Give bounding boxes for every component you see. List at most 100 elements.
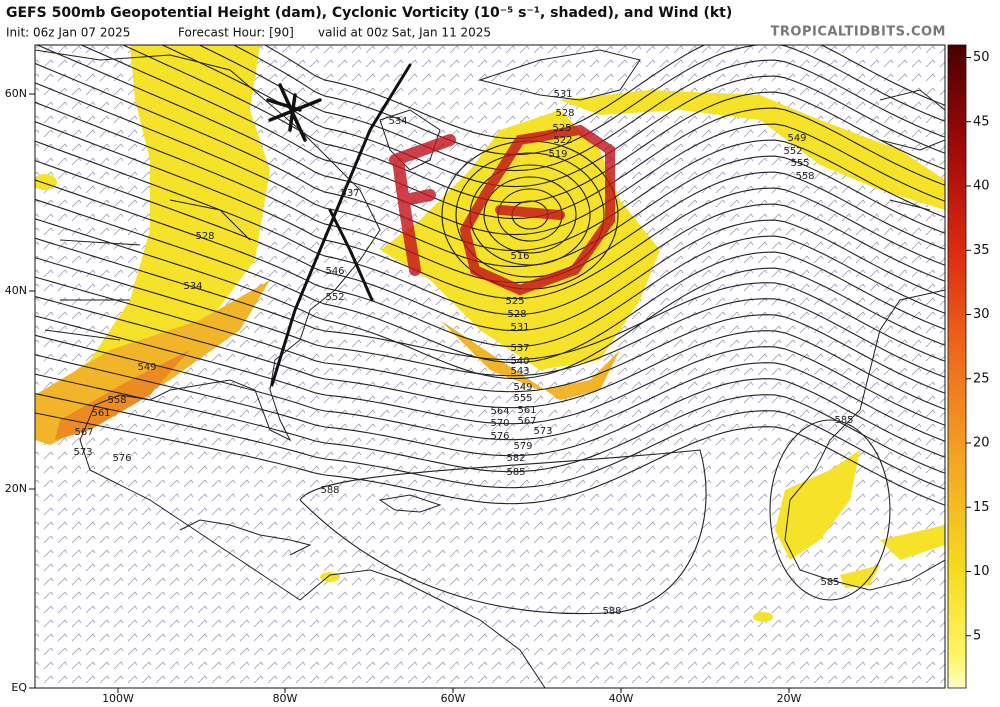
colorbar-label: 40 xyxy=(973,179,990,194)
init-time: Init: 06z Jan 07 2025 xyxy=(6,26,130,40)
contour-label: 537 xyxy=(510,343,529,354)
contour-line xyxy=(35,121,945,300)
map-area: 5315285255225195165345375495525555585285… xyxy=(35,45,945,688)
lat-label: 20N xyxy=(5,482,27,495)
lat-label: 60N xyxy=(5,87,27,100)
contour-label: 534 xyxy=(388,116,407,127)
contour-label: 585 xyxy=(834,415,853,426)
contour-label: 576 xyxy=(112,453,131,464)
contour-line xyxy=(35,140,945,316)
contour-line xyxy=(35,315,945,426)
colorbar-label: 10 xyxy=(973,564,990,579)
colorbar-label: 30 xyxy=(973,307,990,322)
contour-line xyxy=(35,218,945,380)
lon-label: 20W xyxy=(777,692,802,705)
contour-label: 564 xyxy=(490,406,509,417)
contour-label: 555 xyxy=(513,393,532,404)
contour-label: 546 xyxy=(325,266,344,277)
lat-label: EQ xyxy=(11,681,27,694)
contour-label: 588 xyxy=(320,485,339,496)
lon-label: 60W xyxy=(441,692,466,705)
contour-line xyxy=(35,373,945,474)
contour-label: 549 xyxy=(137,362,156,373)
colorbar-label: 20 xyxy=(973,436,990,451)
forecast-hour: Forecast Hour: [90] xyxy=(178,26,294,40)
contour-line xyxy=(299,449,707,615)
contour-line xyxy=(263,45,945,140)
colorbar-label: 50 xyxy=(973,50,990,65)
contour-line xyxy=(35,45,945,236)
contour-label: 561 xyxy=(517,405,536,416)
contour-label: 534 xyxy=(183,281,202,292)
title: GEFS 500mb Geopotential Height (dam), Cy… xyxy=(6,5,732,21)
contour-label: 552 xyxy=(783,146,802,157)
contour-label: 528 xyxy=(195,231,214,242)
contour-label: 573 xyxy=(73,447,92,458)
contour-label: 558 xyxy=(795,171,814,182)
contour-line xyxy=(35,179,945,348)
hand-annotations xyxy=(266,63,615,387)
axes: 60N 40N 20N EQ 100W 80W 60W 40W 20W 5 10 15 20 25 30 35… xyxy=(5,50,990,705)
contour-line xyxy=(35,82,945,268)
contour-label: 570 xyxy=(490,418,509,429)
contour-label: 567 xyxy=(517,416,536,427)
contour-line xyxy=(35,276,945,394)
contour-label: 525 xyxy=(552,123,571,134)
contour-label: 582 xyxy=(506,453,525,464)
contour-labels: 5315285255225195165345375495525555585285… xyxy=(73,89,853,617)
contour-label: 573 xyxy=(533,426,552,437)
source: TROPICALTIDBITS.COM xyxy=(771,25,946,40)
contour-line xyxy=(35,334,945,442)
lon-label: 40W xyxy=(609,692,634,705)
lat-label: 40N xyxy=(5,284,27,297)
height-contours xyxy=(35,45,945,615)
contour-label: 552 xyxy=(325,292,344,303)
contour-label: 588 xyxy=(602,606,621,617)
contour-label: 531 xyxy=(553,89,572,100)
colorbar-label: 45 xyxy=(973,114,990,129)
colorbar-label: 5 xyxy=(973,628,981,643)
contour-line xyxy=(198,45,945,172)
contour-label: 528 xyxy=(555,108,574,119)
contour-label: 576 xyxy=(490,431,509,442)
contour-line xyxy=(35,393,945,490)
contour-label: 537 xyxy=(340,188,359,199)
contour-label: 519 xyxy=(548,149,567,160)
contour-label: 585 xyxy=(506,467,525,478)
contour-label: 522 xyxy=(553,135,572,146)
contour-line xyxy=(35,198,945,364)
contour-line xyxy=(121,45,945,204)
contour-line xyxy=(35,354,945,458)
plot-frame xyxy=(34,44,946,689)
contour-line xyxy=(35,412,945,506)
contour-line xyxy=(35,159,945,332)
contour-line xyxy=(232,45,945,156)
contour-line xyxy=(35,237,945,362)
contour-label: 528 xyxy=(507,309,526,320)
contour-label: 549 xyxy=(513,382,532,393)
contour-line xyxy=(35,62,945,252)
valid-time: valid at 00z Sat, Jan 11 2025 xyxy=(318,26,491,40)
contour-ring xyxy=(483,176,577,254)
contour-label: 585 xyxy=(820,577,839,588)
colorbar-label: 15 xyxy=(973,500,990,515)
contour-label: 549 xyxy=(787,133,806,144)
contour-label: 543 xyxy=(510,366,529,377)
lon-label: 80W xyxy=(273,692,298,705)
contour-line xyxy=(79,45,945,220)
contour-label: 561 xyxy=(91,408,110,419)
contour-label: 558 xyxy=(107,395,126,406)
contour-label: 555 xyxy=(790,158,809,169)
contour-ring xyxy=(769,419,891,601)
contour-label: 531 xyxy=(510,322,529,333)
contour-label: 516 xyxy=(510,251,529,262)
contour-line xyxy=(35,257,945,378)
contour-label: 567 xyxy=(74,427,93,438)
lon-label: 100W xyxy=(102,692,134,705)
colorbar xyxy=(947,44,967,689)
colorbar-label: 35 xyxy=(973,243,990,258)
contour-ring xyxy=(455,152,605,278)
contour-label: 579 xyxy=(513,441,532,452)
